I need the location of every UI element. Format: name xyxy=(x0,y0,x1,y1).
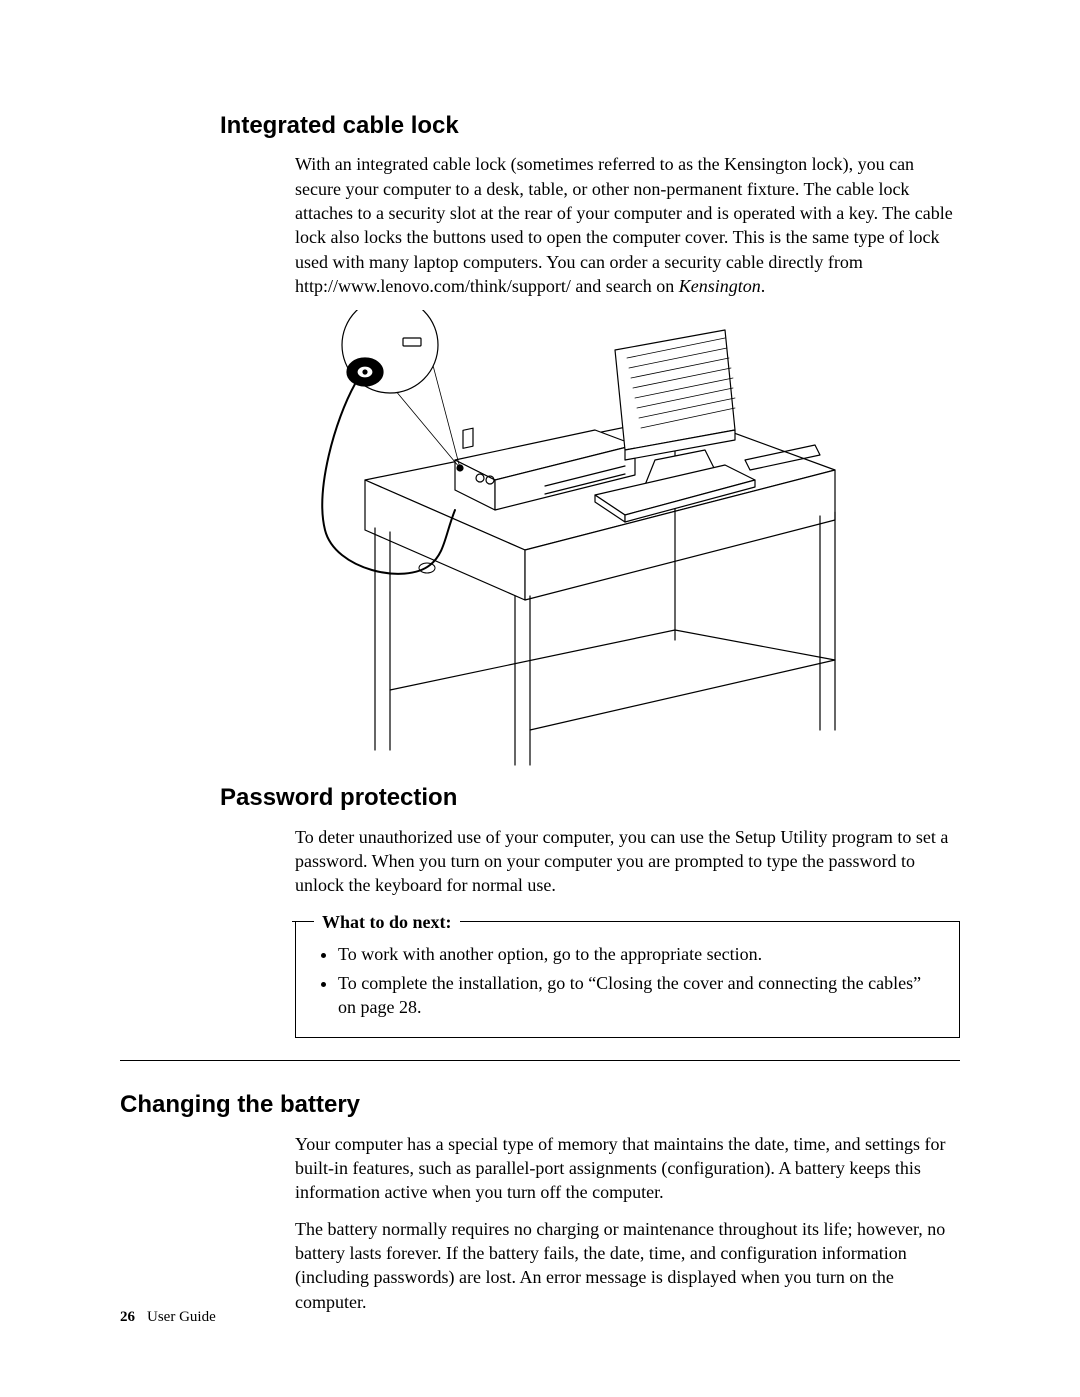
heading-battery: Changing the battery xyxy=(120,1075,960,1121)
callout-item: To complete the installation, go to “Clo… xyxy=(338,971,939,1020)
section-rule xyxy=(120,1060,960,1061)
cable-lock-illustration-icon xyxy=(295,310,865,770)
doc-title: User Guide xyxy=(147,1309,216,1325)
heading-password: Password protection xyxy=(220,782,960,814)
para-password: To deter unauthorized use of your comput… xyxy=(295,825,960,898)
page-number: 26 xyxy=(120,1309,135,1325)
page-footer: 26 User Guide xyxy=(120,1307,216,1327)
heading-cable-lock: Integrated cable lock xyxy=(220,110,960,142)
callout-list: To work with another option, go to the a… xyxy=(316,942,939,1019)
para-battery-1: Your computer has a special type of memo… xyxy=(295,1132,960,1205)
para-cable-lock-italic: Kensington xyxy=(679,276,761,296)
para-battery-2: The battery normally requires no chargin… xyxy=(295,1217,960,1314)
para-cable-lock: With an integrated cable lock (sometimes… xyxy=(295,152,960,298)
figure-cable-lock xyxy=(295,310,865,770)
para-cable-lock-post: . xyxy=(761,276,766,296)
callout-what-next: What to do next: To work with another op… xyxy=(295,921,960,1038)
callout-title: What to do next: xyxy=(314,910,460,934)
callout-item: To work with another option, go to the a… xyxy=(338,942,939,966)
para-cable-lock-pre: With an integrated cable lock (sometimes… xyxy=(295,154,953,295)
page: Integrated cable lock With an integrated… xyxy=(0,0,1080,1397)
